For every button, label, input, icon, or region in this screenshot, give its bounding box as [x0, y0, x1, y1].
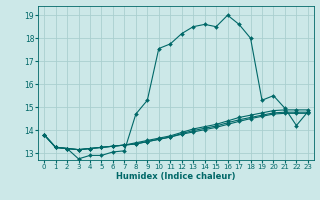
- X-axis label: Humidex (Indice chaleur): Humidex (Indice chaleur): [116, 172, 236, 181]
